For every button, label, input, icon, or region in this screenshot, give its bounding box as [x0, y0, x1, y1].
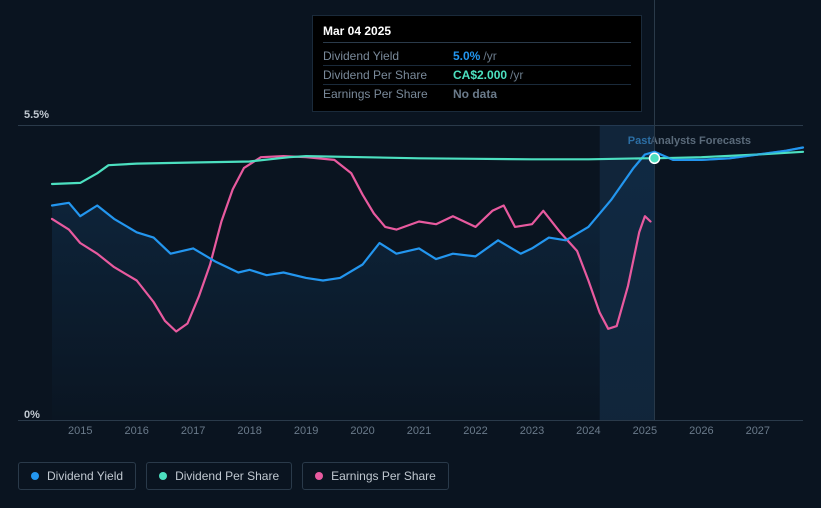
x-axis-label: 2022 [463, 425, 487, 437]
tooltip-row-label: Dividend Yield [323, 49, 453, 63]
x-axis-label: 2024 [576, 425, 600, 437]
dividend-chart: Mar 04 2025 Dividend Yield5.0%/yrDividen… [0, 0, 821, 508]
x-axis-label: 2027 [746, 425, 770, 437]
x-axis-label: 2021 [407, 425, 431, 437]
legend-label: Dividend Yield [47, 469, 123, 483]
x-axis-label: 2018 [237, 425, 261, 437]
tooltip-row: Dividend Yield5.0%/yr [323, 47, 631, 66]
x-axis-label: 2017 [181, 425, 205, 437]
x-axis-label: 2023 [520, 425, 544, 437]
x-axis: 2015 2016 2017 2018 2019 2020 2021 2022 2023 2024… [18, 425, 803, 445]
legend-dot [315, 472, 323, 480]
chart-plot[interactable] [18, 108, 803, 420]
tooltip-row-suffix: /yr [483, 49, 496, 63]
tooltip-row-value: 5.0% [453, 49, 480, 63]
legend-item[interactable]: Dividend Yield [18, 462, 136, 490]
tooltip-row: Dividend Per ShareCA$2.000/yr [323, 66, 631, 85]
legend-label: Dividend Per Share [175, 469, 279, 483]
tooltip-row: Earnings Per ShareNo data [323, 85, 631, 103]
chart-legend: Dividend Yield Dividend Per Share Earnings… [18, 462, 449, 490]
x-axis-label: 2019 [294, 425, 318, 437]
legend-dot [31, 472, 39, 480]
tooltip-row-label: Dividend Per Share [323, 68, 453, 82]
legend-dot [159, 472, 167, 480]
x-axis-label: 2016 [124, 425, 148, 437]
x-axis-label: 2020 [350, 425, 374, 437]
gridline-bottom [18, 420, 803, 421]
tooltip-row-suffix: /yr [510, 68, 523, 82]
legend-item[interactable]: Dividend Per Share [146, 462, 292, 490]
x-axis-label: 2026 [689, 425, 713, 437]
legend-item[interactable]: Earnings Per Share [302, 462, 449, 490]
chart-tooltip: Mar 04 2025 Dividend Yield5.0%/yrDividen… [312, 15, 642, 112]
tooltip-row-value: CA$2.000 [453, 68, 507, 82]
tooltip-row-value: No data [453, 87, 497, 101]
legend-label: Earnings Per Share [331, 469, 436, 483]
tooltip-date: Mar 04 2025 [323, 24, 631, 43]
x-axis-label: 2015 [68, 425, 92, 437]
tooltip-row-label: Earnings Per Share [323, 87, 453, 101]
x-axis-label: 2025 [633, 425, 657, 437]
